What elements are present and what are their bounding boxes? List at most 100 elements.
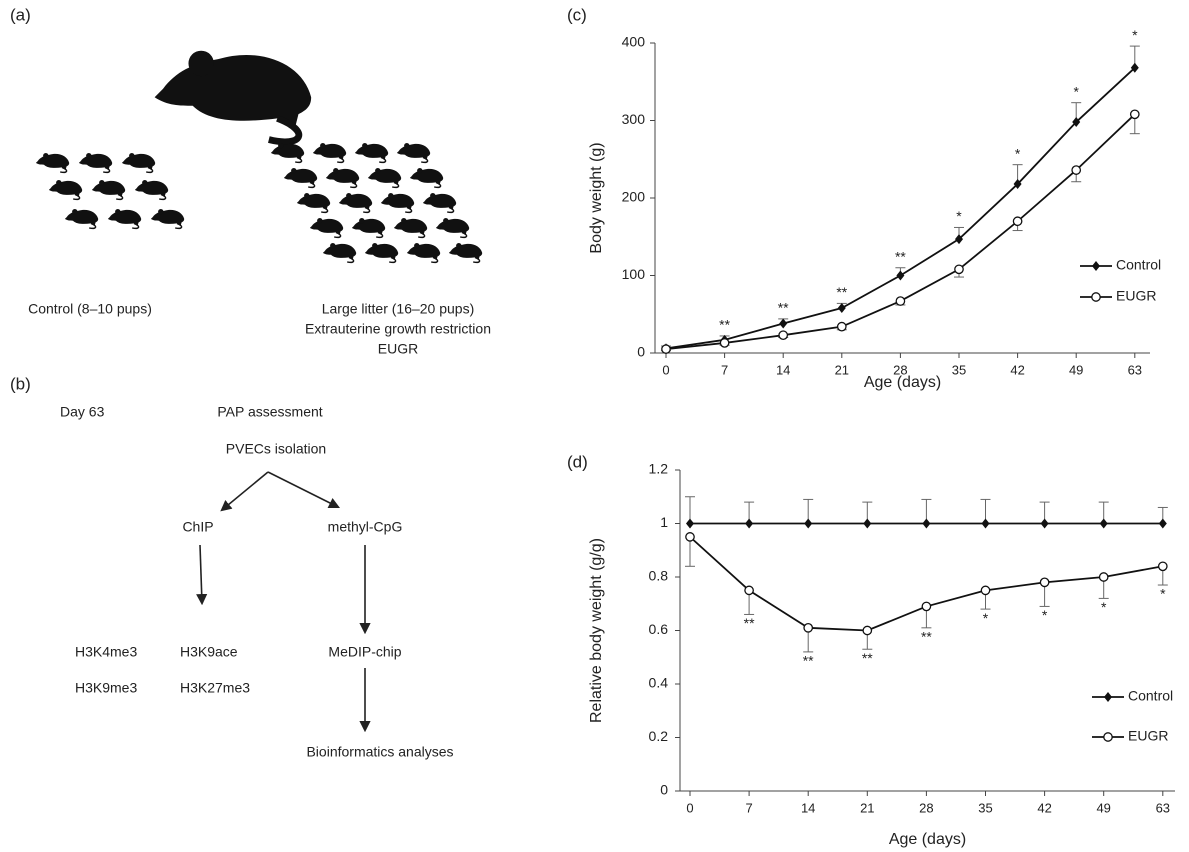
marker [922, 518, 931, 529]
significance: * [1101, 599, 1107, 615]
x-tick-label: 28 [919, 800, 933, 815]
marker [779, 318, 788, 329]
marker [921, 601, 932, 612]
x-tick-label: 63 [1128, 362, 1142, 377]
x-axis-label: Age (days) [889, 831, 966, 848]
panel-label: (d) [567, 452, 588, 471]
mother-rat [155, 51, 312, 142]
flow-text: MeDIP-chip [328, 644, 401, 660]
pup [283, 167, 318, 189]
flow-text: H3K27me3 [180, 680, 250, 696]
significance: ** [719, 317, 730, 333]
marker [1099, 518, 1108, 529]
pup [64, 208, 99, 230]
marker [980, 585, 991, 596]
significance: ** [836, 284, 847, 300]
pup [150, 208, 185, 230]
marker [863, 518, 872, 529]
x-tick-label: 7 [721, 362, 728, 377]
pup [309, 217, 344, 239]
marker [1098, 572, 1109, 582]
caption: Large litter (16–20 pups) [322, 301, 475, 317]
flow-text: PAP assessment [217, 404, 322, 420]
marker [1104, 692, 1112, 702]
panel-label: (c) [567, 5, 587, 24]
marker [1157, 561, 1168, 572]
significance: * [1160, 586, 1166, 602]
pup [448, 242, 483, 264]
x-tick-label: 0 [662, 362, 669, 377]
series-line [665, 113, 1136, 351]
arrow [267, 471, 341, 509]
marker [955, 234, 963, 245]
pups [35, 142, 483, 264]
marker [896, 270, 905, 281]
marker [1040, 518, 1049, 529]
flow-text: Day 63 [60, 404, 105, 420]
flow-text: H3K9ace [180, 644, 238, 660]
caption: Control (8–10 pups) [28, 301, 152, 317]
pup [409, 167, 444, 189]
marker [981, 518, 990, 529]
pup [367, 167, 402, 189]
marker [1130, 62, 1139, 73]
x-tick-label: 35 [978, 800, 992, 815]
flow-text: ChIP [182, 519, 213, 535]
x-tick-label: 28 [893, 362, 907, 377]
marker [1129, 109, 1140, 120]
pup [35, 152, 70, 174]
panel-a: (a) Control (8–10 pups) Large litter (16… [10, 5, 491, 356]
y-axis-label: Relative body weight (g/g) [588, 538, 605, 723]
y-tick-label: 400 [622, 34, 646, 50]
x-tick-label: 14 [776, 362, 790, 377]
x-tick-label: 7 [745, 800, 752, 815]
y-tick-label: 200 [622, 189, 646, 205]
y-tick-label: 1 [660, 514, 668, 530]
significance: ** [744, 615, 755, 631]
marker [1091, 292, 1101, 302]
arrow [220, 471, 269, 512]
marker [686, 518, 694, 529]
flow-text: methyl-CpG [328, 519, 403, 535]
pup [435, 217, 470, 239]
pup [91, 179, 126, 201]
arrow [196, 544, 208, 606]
marker [744, 585, 754, 596]
marker [1072, 117, 1081, 128]
marker [1039, 577, 1050, 588]
x-tick-label: 14 [801, 800, 815, 815]
panel-b: (b) Day 63 PAP assessment PVECs isolatio… [10, 374, 454, 759]
x-tick-label: 49 [1069, 362, 1083, 377]
marker [837, 303, 846, 314]
legend-label: Control [1116, 257, 1161, 273]
y-tick-label: 0.4 [649, 675, 669, 691]
pup [406, 242, 441, 264]
significance: ** [862, 650, 873, 666]
x-tick-label: 21 [860, 800, 874, 815]
marker [1012, 216, 1023, 227]
marker [862, 625, 873, 636]
marker [804, 518, 813, 529]
marker [1092, 261, 1100, 271]
y-axis-label: Body weight (g) [588, 142, 605, 253]
marker [954, 264, 964, 275]
pup [338, 192, 373, 214]
pup [270, 142, 305, 164]
x-tick-label: 42 [1037, 800, 1051, 815]
x-tick-label: 0 [686, 800, 693, 815]
marker [836, 321, 847, 332]
significance: * [956, 208, 962, 224]
marker [803, 622, 814, 633]
marker [778, 330, 789, 341]
significance: ** [895, 248, 906, 264]
pup [351, 217, 386, 239]
marker [895, 296, 906, 306]
marker [1158, 518, 1167, 529]
significance: ** [778, 300, 789, 316]
pup [393, 217, 428, 239]
x-tick-label: 63 [1156, 800, 1170, 815]
significance: * [1042, 607, 1048, 623]
pup [396, 142, 431, 164]
y-tick-label: 0.2 [649, 728, 669, 744]
flow-text: PVECs isolation [226, 441, 326, 457]
